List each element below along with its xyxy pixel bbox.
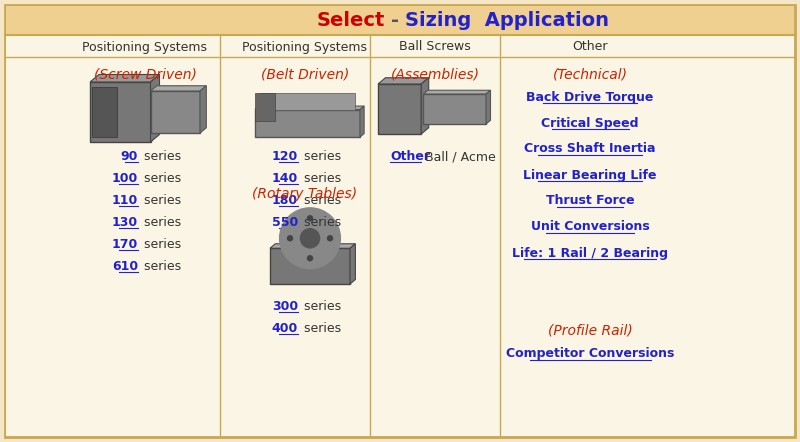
Polygon shape [255,106,364,110]
Text: Ball Screws: Ball Screws [399,41,471,53]
Polygon shape [150,75,159,142]
Polygon shape [423,90,490,94]
FancyBboxPatch shape [150,91,200,133]
Text: 120: 120 [272,150,298,164]
Polygon shape [270,244,355,248]
Text: Other: Other [572,41,608,53]
Text: Select: Select [317,11,385,30]
FancyBboxPatch shape [260,93,355,110]
Text: Other: Other [390,150,430,164]
Text: 610: 610 [112,260,138,274]
Text: Life: 1 Rail / 2 Bearing: Life: 1 Rail / 2 Bearing [512,247,668,259]
Text: series: series [300,172,341,186]
Text: (Profile Rail): (Profile Rail) [548,323,632,337]
Circle shape [307,256,313,261]
Polygon shape [378,78,429,84]
Text: (Technical): (Technical) [553,67,627,81]
Circle shape [287,236,293,241]
Text: series: series [300,301,341,313]
Polygon shape [486,90,490,124]
Polygon shape [90,75,159,82]
Text: 180: 180 [272,194,298,207]
Text: Positioning Systems: Positioning Systems [242,41,367,53]
Text: Back Drive Torque: Back Drive Torque [526,91,654,103]
Text: 100: 100 [112,172,138,186]
Text: Competitor Conversions: Competitor Conversions [506,347,674,361]
Text: series: series [140,217,181,229]
Text: Sizing  Application: Sizing Application [405,11,609,30]
Text: (Belt Driven): (Belt Driven) [261,67,349,81]
Text: series: series [140,239,181,251]
Text: Positioning Systems: Positioning Systems [82,41,207,53]
Text: series: series [140,172,181,186]
Text: series: series [300,217,341,229]
Text: -: - [391,11,399,30]
Text: 300: 300 [272,301,298,313]
FancyBboxPatch shape [423,94,486,124]
FancyBboxPatch shape [92,87,117,137]
Text: Cross Shaft Inertia: Cross Shaft Inertia [524,142,656,156]
Text: 550: 550 [272,217,298,229]
Text: (Screw Driven): (Screw Driven) [94,67,197,81]
Text: Critical Speed: Critical Speed [542,117,638,130]
Circle shape [327,236,333,241]
FancyBboxPatch shape [5,5,795,437]
Polygon shape [421,78,429,134]
FancyBboxPatch shape [378,84,421,134]
Text: series: series [300,194,341,207]
Text: 110: 110 [112,194,138,207]
Text: series: series [300,323,341,335]
Text: series: series [140,260,181,274]
Text: (Rotary Tables): (Rotary Tables) [253,187,358,201]
FancyBboxPatch shape [6,35,794,436]
FancyBboxPatch shape [90,82,150,142]
Text: series: series [300,150,341,164]
Text: (Assemblies): (Assemblies) [390,67,479,81]
Text: Thrust Force: Thrust Force [546,194,634,207]
FancyBboxPatch shape [255,110,360,137]
Text: series: series [140,194,181,207]
Polygon shape [350,244,355,284]
FancyBboxPatch shape [6,6,794,34]
FancyBboxPatch shape [270,248,350,284]
FancyBboxPatch shape [255,93,275,121]
Text: 400: 400 [272,323,298,335]
Text: Unit Conversions: Unit Conversions [530,221,650,233]
Polygon shape [200,86,206,133]
Polygon shape [150,86,206,91]
Text: 140: 140 [272,172,298,186]
Text: series: series [140,150,181,164]
Text: 170: 170 [112,239,138,251]
Text: Ball / Acme: Ball / Acme [421,150,496,164]
Text: 130: 130 [112,217,138,229]
Text: Linear Bearing Life: Linear Bearing Life [523,168,657,182]
Text: 90: 90 [121,150,138,164]
Circle shape [307,216,313,221]
Polygon shape [360,106,364,137]
Circle shape [301,229,320,248]
Circle shape [280,208,341,269]
